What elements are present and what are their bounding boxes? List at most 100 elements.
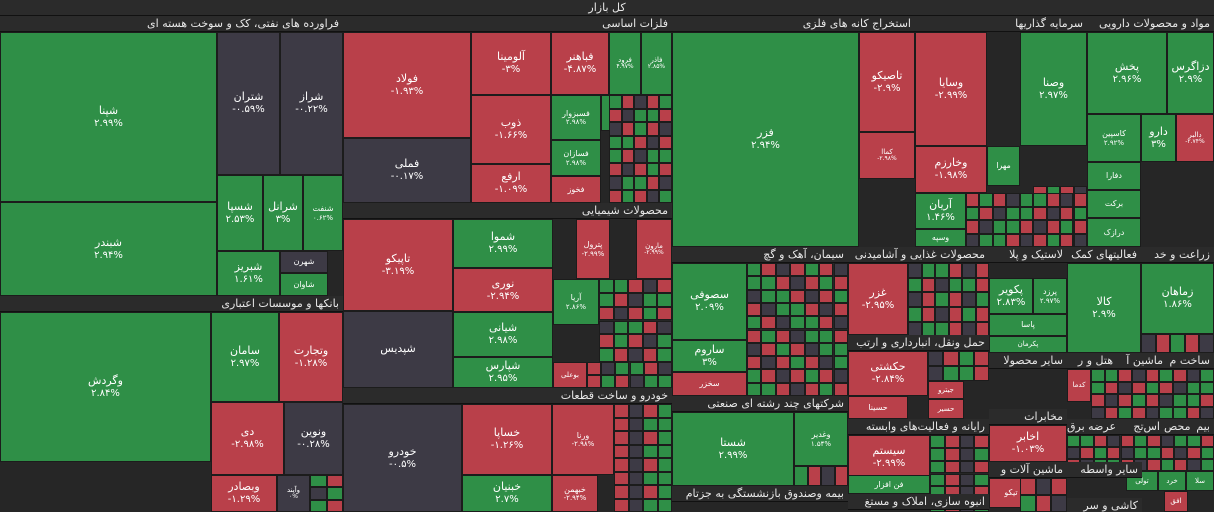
stock-tile-small[interactable]	[1093, 435, 1108, 447]
sector-header-machinery2[interactable]: ماشین آلات و	[989, 462, 1067, 478]
stock-tile-small[interactable]	[1133, 435, 1148, 447]
stock-tile-small[interactable]	[1132, 406, 1146, 419]
stock-tile-small[interactable]	[804, 289, 820, 303]
stock-tile-small[interactable]	[930, 447, 945, 461]
stock-tile[interactable]: ورنا -۲.۹۸%	[552, 404, 614, 475]
stock-tile-small[interactable]	[1118, 406, 1132, 419]
stock-tile-small[interactable]	[587, 362, 602, 375]
stock-tile[interactable]: فولاد -۱.۹۳%	[343, 32, 471, 138]
stock-tile-small[interactable]	[1091, 394, 1105, 407]
stock-tile-small[interactable]	[646, 176, 660, 190]
stock-tile-small[interactable]	[634, 149, 647, 163]
stock-tile[interactable]: دفارا	[1087, 162, 1141, 190]
stock-tile[interactable]: شپنا ۲.۹۹%	[0, 32, 217, 202]
stock-tile[interactable]: وگردش ۲.۸۴%	[0, 312, 211, 462]
stock-tile-small[interactable]	[1091, 369, 1105, 382]
stock-tile-small[interactable]	[1147, 459, 1161, 471]
stock-tile-small[interactable]	[804, 329, 820, 343]
stock-tile-small[interactable]	[775, 276, 791, 290]
stock-tile[interactable]: دالبر -۲.۷۴%	[1176, 114, 1214, 162]
stock-tile-small[interactable]	[609, 162, 622, 176]
stock-tile-small[interactable]	[621, 135, 635, 149]
stock-tile-small[interactable]	[1073, 233, 1087, 247]
stock-tile-small[interactable]	[834, 466, 848, 486]
stock-tile-small[interactable]	[614, 444, 629, 458]
stock-tile-small[interactable]	[621, 108, 635, 122]
stock-tile-small[interactable]	[921, 277, 935, 293]
sector-header-other2[interactable]: سایر واسطه	[1067, 462, 1142, 478]
stock-tile-small[interactable]	[974, 473, 990, 487]
sector-header-telecom[interactable]: مخابرات	[989, 409, 1067, 425]
stock-tile-small[interactable]	[629, 362, 644, 375]
stock-tile[interactable]: نوری -۲.۹۴%	[453, 268, 553, 312]
stock-tile[interactable]: شستا ۲.۹۹%	[672, 412, 794, 486]
stock-tile-small[interactable]	[908, 307, 922, 322]
stock-tile-small[interactable]	[948, 307, 962, 322]
stock-tile[interactable]: وصنا ۲.۹۷%	[1020, 32, 1087, 146]
stock-tile-small[interactable]	[761, 289, 776, 303]
stock-tile-small[interactable]	[821, 466, 835, 486]
stock-tile-small[interactable]	[621, 189, 635, 203]
stock-tile[interactable]: فملی -۰.۱۷%	[343, 138, 471, 203]
stock-tile[interactable]: پترول -۲.۹۹%	[576, 219, 610, 279]
stock-tile-small[interactable]	[747, 329, 762, 343]
stock-tile-small[interactable]	[908, 292, 922, 307]
stock-tile[interactable]: کاسپین ۲.۹۲%	[1087, 114, 1141, 162]
stock-tile-small[interactable]	[643, 404, 658, 418]
stock-tile-small[interactable]	[979, 220, 993, 234]
stock-tile[interactable]: خبنیان ۲.۷%	[462, 475, 552, 512]
stock-tile-small[interactable]	[1200, 459, 1214, 471]
stock-tile-small[interactable]	[761, 356, 776, 370]
sector-header-mining[interactable]: استخراج کانه های فلزی	[672, 16, 915, 32]
stock-tile-small[interactable]	[659, 95, 672, 109]
stock-tile-small[interactable]	[1107, 447, 1121, 459]
stock-tile-small[interactable]	[628, 348, 643, 362]
stock-tile-small[interactable]	[1046, 193, 1061, 207]
stock-tile-small[interactable]	[1199, 334, 1214, 353]
stock-tile-small[interactable]	[930, 473, 945, 487]
stock-tile-small[interactable]	[959, 460, 975, 474]
stock-tile[interactable]: وسایا -۲.۹۹%	[915, 32, 987, 146]
stock-tile-small[interactable]	[775, 316, 791, 330]
stock-tile-small[interactable]	[1020, 478, 1036, 495]
stock-tile-small[interactable]	[962, 292, 976, 307]
stock-tile-small[interactable]	[992, 206, 1007, 220]
stock-tile-small[interactable]	[1067, 435, 1081, 447]
stock-tile[interactable]: شموا ۲.۹۹%	[453, 219, 553, 268]
stock-tile-small[interactable]	[1200, 406, 1214, 419]
stock-tile-small[interactable]	[1033, 193, 1047, 207]
stock-tile-small[interactable]	[1093, 447, 1108, 459]
stock-tile-small[interactable]	[1145, 369, 1160, 382]
stock-tile-small[interactable]	[587, 375, 602, 388]
sector-header-leasing[interactable]: عرضه برق	[1067, 419, 1117, 435]
sector-header-other_mining[interactable]: سایر محصولا	[989, 353, 1067, 369]
stock-tile-small[interactable]	[790, 342, 805, 357]
stock-tile-small[interactable]	[646, 135, 660, 149]
stock-tile-small[interactable]	[599, 306, 614, 321]
stock-tile-small[interactable]	[930, 435, 945, 448]
stock-tile-small[interactable]	[962, 277, 976, 293]
sector-header-agri[interactable]: زراعت و خد	[1141, 247, 1214, 263]
stock-tile-small[interactable]	[819, 316, 834, 330]
sector-header-computer[interactable]: رایانه و فعالیت‌های وابسته	[848, 419, 989, 435]
stock-tile[interactable]: فسازان ۲.۹۸%	[551, 140, 601, 176]
stock-tile-small[interactable]	[819, 302, 834, 317]
stock-tile-small[interactable]	[966, 220, 980, 234]
stock-tile-small[interactable]	[1019, 206, 1034, 220]
stock-tile-small[interactable]	[761, 342, 776, 357]
stock-tile-small[interactable]	[621, 162, 635, 176]
stock-tile-small[interactable]	[643, 375, 658, 388]
stock-tile[interactable]: خودرو -۰.۵%	[343, 404, 462, 512]
stock-tile-small[interactable]	[621, 176, 635, 190]
stock-tile-small[interactable]	[326, 487, 343, 500]
stock-tile-small[interactable]	[979, 233, 993, 247]
stock-tile-small[interactable]	[310, 487, 327, 500]
stock-tile-small[interactable]	[790, 289, 805, 303]
stock-tile[interactable]: پرزد ۲.۹۷%	[1033, 278, 1067, 314]
stock-tile-small[interactable]	[921, 292, 935, 307]
stock-tile[interactable]: وغدیر ۱.۵۴%	[794, 412, 848, 466]
stock-tile-small[interactable]	[1173, 369, 1187, 382]
stock-tile-small[interactable]	[992, 193, 1007, 207]
stock-tile-small[interactable]	[657, 485, 672, 499]
stock-tile-small[interactable]	[1046, 233, 1061, 247]
